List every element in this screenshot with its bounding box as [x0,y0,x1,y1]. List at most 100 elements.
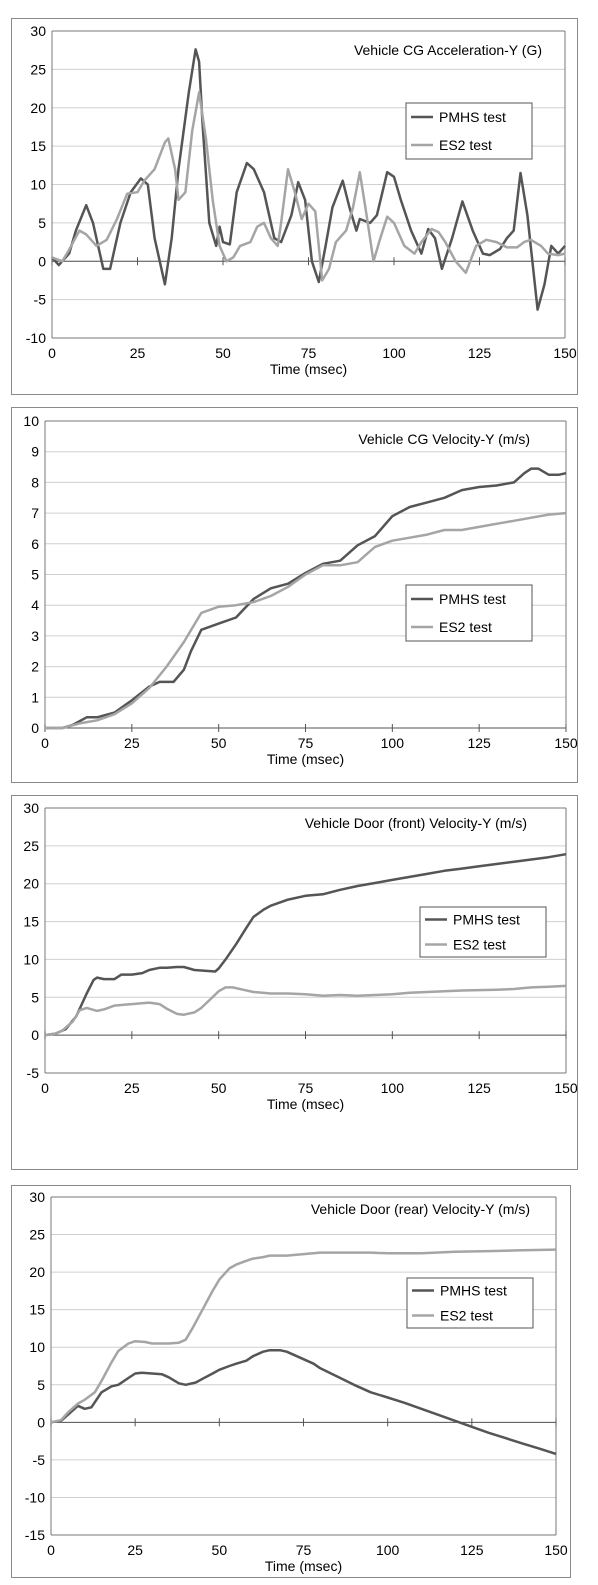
y-tick-label: 0 [37,1414,45,1430]
chart-panel-door-front-velocity: -5 0 5 10 15 20 25 30 0 25 50 75 100 125 150 Time (msec… [11,795,578,1170]
legend-box [405,584,533,642]
y-tick-label: 10 [23,951,39,967]
chart-panel-cg-acceleration: -10 -5 0 5 10 15 20 25 30 0 25 50 75 100 125 150 Time (m… [11,18,578,395]
y-tick-label: 25 [23,838,39,854]
y-tick-label: 30 [23,800,39,816]
series-line-es2-test [45,511,567,730]
legend-label-es2-test: ES2 test [439,619,492,635]
y-tick-label: 5 [37,1377,45,1393]
x-tick-label: 50 [215,345,231,361]
y-tick-label: 10 [23,413,39,429]
y-tick-label: -15 [25,1527,45,1543]
legend-label-pmhs-test: PMHS test [439,109,506,125]
y-tick-label: 4 [31,597,39,613]
y-tick-label: 25 [29,1227,45,1243]
x-tick-label: 150 [554,735,578,751]
legend-label-pmhs-test: PMHS test [440,1283,507,1299]
chart-cg-acceleration: -10 -5 0 5 10 15 20 25 30 0 25 50 75 100 125 150 Time (m… [26,23,577,377]
x-axis-label: Time (msec) [270,361,347,377]
series-line-pmhs-test [51,48,566,311]
y-tick-label: 20 [30,100,46,116]
y-tick-label: 7 [31,505,39,521]
y-tick-label: 2 [31,659,39,675]
x-tick-label: 25 [130,345,146,361]
x-tick-label: 50 [211,735,227,751]
y-tick-label: 5 [31,989,39,1005]
x-tick-label: 100 [376,1542,400,1558]
chart-title: Vehicle CG Acceleration-Y (G) [354,42,542,58]
y-tick-label: 25 [30,61,46,77]
x-tick-label: 125 [468,345,492,361]
x-tick-label: 100 [382,345,406,361]
y-tick-label: -10 [25,1489,45,1505]
x-tick-label: 25 [127,1542,143,1558]
y-tick-label: 9 [31,444,39,460]
y-tick-label: 0 [38,253,46,269]
x-tick-label: 0 [41,1080,49,1096]
x-tick-label: 125 [460,1542,484,1558]
x-axis-label: Time (msec) [267,1096,344,1112]
y-tick-label: -10 [26,330,46,346]
y-tick-label: 1 [31,689,39,705]
y-tick-label: -5 [33,1452,46,1468]
chart-title: Vehicle Door (rear) Velocity-Y (m/s) [311,1201,530,1217]
chart-door-rear-velocity: -15 -10 -5 0 5 10 15 20 25 30 0 25 50 75 100 125 150 Time… [25,1189,568,1574]
x-tick-label: 25 [124,735,140,751]
y-tick-label: 10 [29,1339,45,1355]
legend-label-es2-test: ES2 test [440,1308,493,1324]
y-tick-label: 6 [31,536,39,552]
y-tick-label: 0 [31,720,39,736]
y-tick-label: -5 [27,1065,40,1081]
x-tick-label: 150 [553,345,577,361]
legend-label-es2-test: ES2 test [439,137,492,153]
legend-label-pmhs-test: PMHS test [453,912,520,928]
x-tick-label: 0 [41,735,49,751]
y-tick-label: 15 [23,914,39,930]
x-tick-label: 50 [212,1542,228,1558]
x-tick-label: 125 [467,1080,491,1096]
series-line-pmhs-test [45,467,567,730]
y-tick-label: 3 [31,628,39,644]
y-tick-label: 8 [31,474,39,490]
y-tick-label: 10 [30,177,46,193]
y-tick-label: 15 [30,138,46,154]
x-axis-label: Time (msec) [265,1558,342,1574]
x-tick-label: 75 [298,1080,314,1096]
series-line-es2-test [44,984,567,1037]
chart-panel-door-rear-velocity: -15 -10 -5 0 5 10 15 20 25 30 0 25 50 75 100 125 150 Time… [11,1185,571,1578]
legend-label-pmhs-test: PMHS test [439,591,506,607]
x-tick-label: 125 [467,735,491,751]
legend-box [406,1277,534,1329]
legend-box [419,906,547,958]
chart-panel-cg-velocity: 0 1 2 3 4 5 6 7 8 9 10 0 25 50 75 100 125 150 Time (msec) V… [11,407,578,783]
x-tick-label: 150 [544,1542,568,1558]
series-line-pmhs-test [44,852,567,1037]
x-tick-label: 100 [381,1080,405,1096]
y-tick-label: 15 [29,1302,45,1318]
x-tick-label: 75 [296,1542,312,1558]
chart-title: Vehicle CG Velocity-Y (m/s) [358,431,530,447]
x-axis-label: Time (msec) [267,751,344,767]
series-line-es2-test [50,1248,557,1424]
x-tick-label: 150 [554,1080,578,1096]
series-line-es2-test [51,91,566,282]
x-tick-label: 0 [47,1542,55,1558]
y-tick-label: 5 [38,215,46,231]
chart-title: Vehicle Door (front) Velocity-Y (m/s) [305,815,527,831]
x-tick-label: 75 [301,345,317,361]
x-tick-label: 50 [211,1080,227,1096]
x-tick-label: 25 [124,1080,140,1096]
legend-box [405,102,533,160]
y-tick-label: 30 [30,23,46,39]
y-tick-label: 20 [23,876,39,892]
y-tick-label: -5 [34,292,47,308]
legend-label-es2-test: ES2 test [453,937,506,953]
x-tick-label: 75 [298,735,314,751]
x-tick-label: 0 [48,345,56,361]
y-tick-label: 5 [31,567,39,583]
y-tick-label: 20 [29,1264,45,1280]
y-tick-label: 0 [31,1027,39,1043]
x-tick-label: 100 [381,735,405,751]
